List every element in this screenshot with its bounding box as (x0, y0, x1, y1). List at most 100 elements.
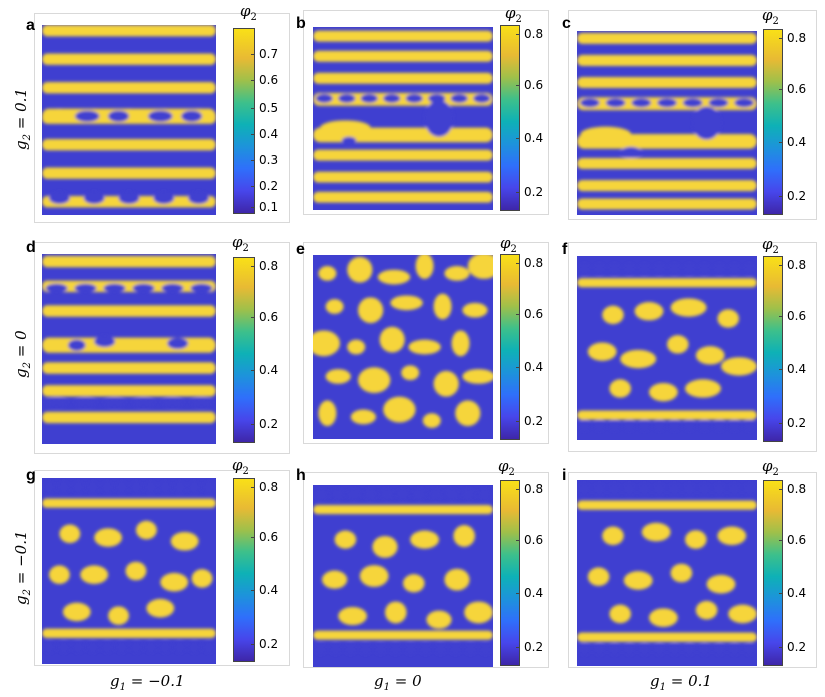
tick-label: 0.8 (787, 258, 807, 273)
tick-label: 0.6 (524, 306, 544, 321)
blue-domain (74, 283, 97, 293)
blue-domain (203, 641, 215, 653)
blue-domain (344, 643, 357, 655)
tick-label: 0.2 (787, 416, 807, 431)
blue-domain (329, 643, 342, 655)
phase-field-g (42, 478, 216, 664)
tick-label: 0.2 (259, 417, 279, 432)
blue-domain (668, 483, 681, 495)
blue-domain (74, 397, 97, 407)
blue-domain (405, 93, 423, 103)
tick-label: 0.8 (524, 482, 544, 497)
yellow-domain (422, 413, 441, 428)
tick-label: 0.2 (259, 179, 279, 194)
blue-domain (45, 397, 68, 407)
yellow-domain (685, 379, 721, 398)
blue-domain (396, 488, 410, 500)
blue-domain (478, 488, 492, 500)
tick-mark (516, 313, 520, 315)
blue-domain (653, 483, 666, 495)
yellow-domain (62, 602, 91, 622)
tick-label: 0.5 (259, 100, 279, 115)
blue-domain (445, 488, 459, 500)
blue-domain (148, 110, 173, 122)
yellow-domain (444, 266, 470, 281)
tick-label: 0.6 (524, 77, 544, 92)
blue-domain (190, 283, 213, 293)
yellow-domain (455, 400, 481, 427)
blue-domain (743, 643, 756, 655)
blue-domain (314, 643, 327, 655)
yellow-stripe (42, 82, 216, 94)
blue-domain (743, 419, 756, 431)
tick-mark (779, 489, 783, 491)
tick-label: 0.6 (787, 308, 807, 323)
yellow-stripe (42, 139, 216, 151)
tick-label: 0.8 (524, 27, 544, 42)
blue-domain (72, 641, 84, 653)
panel-letter: g (26, 467, 36, 484)
colorbar-label: φ2 (762, 457, 779, 478)
phase-field-a (42, 25, 216, 215)
blue-domain (429, 488, 442, 500)
blue-domain (58, 481, 70, 493)
blue-domain (75, 110, 100, 122)
tick-label: 0.8 (259, 480, 279, 495)
blue-domain (360, 93, 378, 103)
blue-domain (130, 641, 142, 653)
panel-letter: f (562, 241, 568, 258)
yellow-domain (313, 330, 340, 357)
tick-label: 0.6 (787, 532, 807, 547)
tick-label: 0.4 (787, 586, 807, 601)
colorbar-label: φ2 (232, 456, 249, 477)
yellow-stripe (577, 54, 757, 66)
blue-domain (608, 643, 621, 655)
blue-domain (728, 419, 741, 431)
tick-label: 0.6 (259, 309, 279, 324)
blue-domain (188, 191, 210, 204)
tick-label: 0.8 (787, 482, 807, 497)
blue-domain (380, 488, 393, 500)
blue-domain (383, 93, 401, 103)
tick-label: 0.6 (259, 73, 279, 88)
blue-domain (692, 106, 721, 140)
tick-label: 0.6 (787, 81, 807, 96)
yellow-stripe (42, 255, 216, 268)
panel-letter: c (562, 15, 571, 32)
blue-domain (83, 191, 105, 204)
yellow-domain (670, 298, 707, 317)
blue-domain (359, 643, 372, 655)
tick-mark (779, 265, 783, 267)
yellow-stripe (313, 191, 493, 203)
yellow-stripe (313, 149, 493, 161)
tick-mark (251, 160, 255, 162)
yellow-domain (350, 409, 376, 425)
tick-mark (779, 593, 783, 595)
tick-mark (779, 196, 783, 198)
yellow-domain (670, 563, 693, 583)
yellow-domain (170, 531, 199, 551)
blue-domain (424, 100, 454, 137)
blue-domain (623, 643, 636, 655)
yellow-domain (587, 342, 617, 361)
yellow-stripe (42, 25, 216, 37)
tick-label: 0.8 (259, 259, 279, 274)
colorbar-g (233, 478, 255, 662)
blue-domain (464, 643, 477, 655)
blue-domain (159, 481, 171, 493)
tick-label: 0.2 (259, 636, 279, 651)
row-label-1: g2 = 0.1 (12, 88, 33, 150)
col-label-3: g1 = 0.1 (650, 672, 712, 693)
tick-mark (779, 38, 783, 40)
phase-field-c (577, 31, 757, 215)
yellow-stripe (313, 630, 493, 640)
colorbar-h (500, 480, 520, 666)
blue-domain (668, 263, 681, 275)
tick-mark (251, 424, 255, 426)
panel-letter: i (562, 467, 567, 484)
col-label-2: g1 = 0 (374, 672, 422, 693)
colorbar-a (233, 28, 255, 214)
yellow-domain (415, 255, 434, 279)
blue-domain (43, 641, 55, 653)
colorbar-label: φ2 (505, 4, 522, 25)
